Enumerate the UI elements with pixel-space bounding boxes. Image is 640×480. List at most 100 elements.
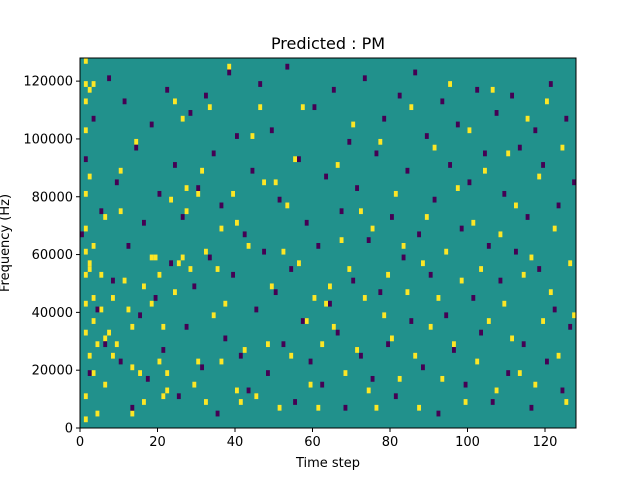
heatmap-cell-high [490,86,495,93]
heatmap-cell-high [545,98,549,105]
heatmap-cell-low [258,81,263,87]
heatmap-cell-low [130,404,135,411]
heatmap-cell-low [262,248,267,255]
heatmap-cell-low [204,92,208,99]
heatmap-cell-low [548,81,553,87]
heatmap-cell-high [308,381,313,388]
heatmap-cell-low [304,219,309,226]
heatmap-cell-high [184,185,189,191]
heatmap-cell-low [134,144,139,151]
heatmap-cell-high [87,260,92,267]
heatmap-cell-low [285,63,290,70]
heatmap-cell-high [289,352,294,359]
heatmap-cell-low [211,150,216,157]
heatmap-cell-low [227,69,232,76]
heatmap-cell-low [545,358,549,365]
heatmap-cell-low [126,243,131,249]
heatmap-cell-low [242,231,247,238]
heatmap-cell-high [95,341,100,348]
heatmap-cell-low [347,138,352,145]
heatmap-cell-low [448,162,453,168]
heatmap-cell-low [529,404,534,411]
heatmap-cell-high [320,341,325,348]
heatmap-cell-high [103,381,108,388]
x-tick-label: 20 [149,435,166,450]
heatmap-cell-low [149,121,154,128]
heatmap-cell-low [479,329,484,336]
heatmap-cell-high [498,231,503,238]
heatmap-cell-low [502,190,507,197]
heatmap-cell-low [432,196,437,203]
heatmap-cell-high [359,208,363,215]
heatmap-cell-low [366,237,371,243]
heatmap-cell-low [320,381,325,388]
heatmap-cell-high [362,295,367,301]
heatmap-cell-high [157,358,162,365]
heatmap-cell-high [83,416,88,423]
heatmap-cell-low [397,92,402,99]
heatmap-cell-low [355,185,360,191]
heatmap-cell-low [107,75,112,82]
heatmap-cell-low [138,312,143,319]
heatmap-cell-low [316,243,321,249]
heatmap-cell-low [421,364,425,371]
heatmap-cell-low [266,370,270,376]
heatmap-cell-high [421,260,425,267]
heatmap-cell-low [510,92,515,99]
heatmap-cell-low [80,231,84,238]
heatmap-cell-low [145,375,150,382]
heatmap-cell-low [180,214,185,220]
heatmap-cell-high [436,295,441,301]
heatmap-cell-high [235,219,239,226]
heatmap-cell-high [83,58,88,64]
heatmap-cell-high [459,277,464,284]
heatmap-cell-high [502,300,507,307]
heatmap-cell-high [157,271,162,278]
heatmap-cell-high [111,295,115,301]
heatmap-cell-high [118,208,123,215]
heatmap-cell-low [467,179,472,186]
heatmap-cell-low [281,341,286,348]
heatmap-cell-low [463,381,468,388]
x-axis: 0 20 40 60 80 100 120 [76,428,558,450]
heatmap-cell-high [142,283,146,290]
heatmap-cell-high [471,219,476,226]
heatmap-cell-low [339,208,344,215]
heatmap-cell-low [424,133,429,139]
heatmap-cell-high [293,156,298,163]
heatmap-cell-low [169,260,174,267]
heatmap-cell-high [335,162,340,168]
heatmap-cell-high [541,318,546,324]
heatmap-cell-high [184,208,189,215]
heatmap-cell-high [165,370,170,376]
x-tick-label: 120 [533,435,558,450]
heatmap-cell-high [107,329,112,336]
heatmap-cell-low [277,196,282,203]
heatmap-cell-high [149,254,154,261]
heatmap-cell-high [486,318,491,324]
heatmap-cell-low [525,214,530,220]
heatmap-cell-low [343,404,348,411]
heatmap-cell-low [184,323,189,330]
heatmap-cell-high [378,138,383,145]
heatmap-cell-high [246,243,251,249]
heatmap-cell-high [444,248,449,255]
heatmap-cell-low [246,387,251,394]
heatmap-cell-high [517,370,522,376]
heatmap-cell-high [223,300,228,307]
heatmap-cell-high [215,266,220,272]
y-tick-label: 80000 [32,190,73,205]
heatmap-cell-high [176,260,181,267]
heatmap-cell-high [83,248,88,255]
heatmap-cell-low [560,387,565,394]
heatmap-cell-high [273,179,278,186]
heatmap-cell-high [258,104,263,111]
y-tick-label: 20000 [32,364,73,379]
heatmap-cell-low [564,115,569,122]
heatmap-cell-high [506,150,511,157]
heatmap-cell-low [378,289,383,296]
heatmap-cell-low [223,335,228,342]
heatmap-cell-high [83,225,88,232]
heatmap-cell-high [161,323,166,330]
heatmap-cell-low [312,104,317,111]
